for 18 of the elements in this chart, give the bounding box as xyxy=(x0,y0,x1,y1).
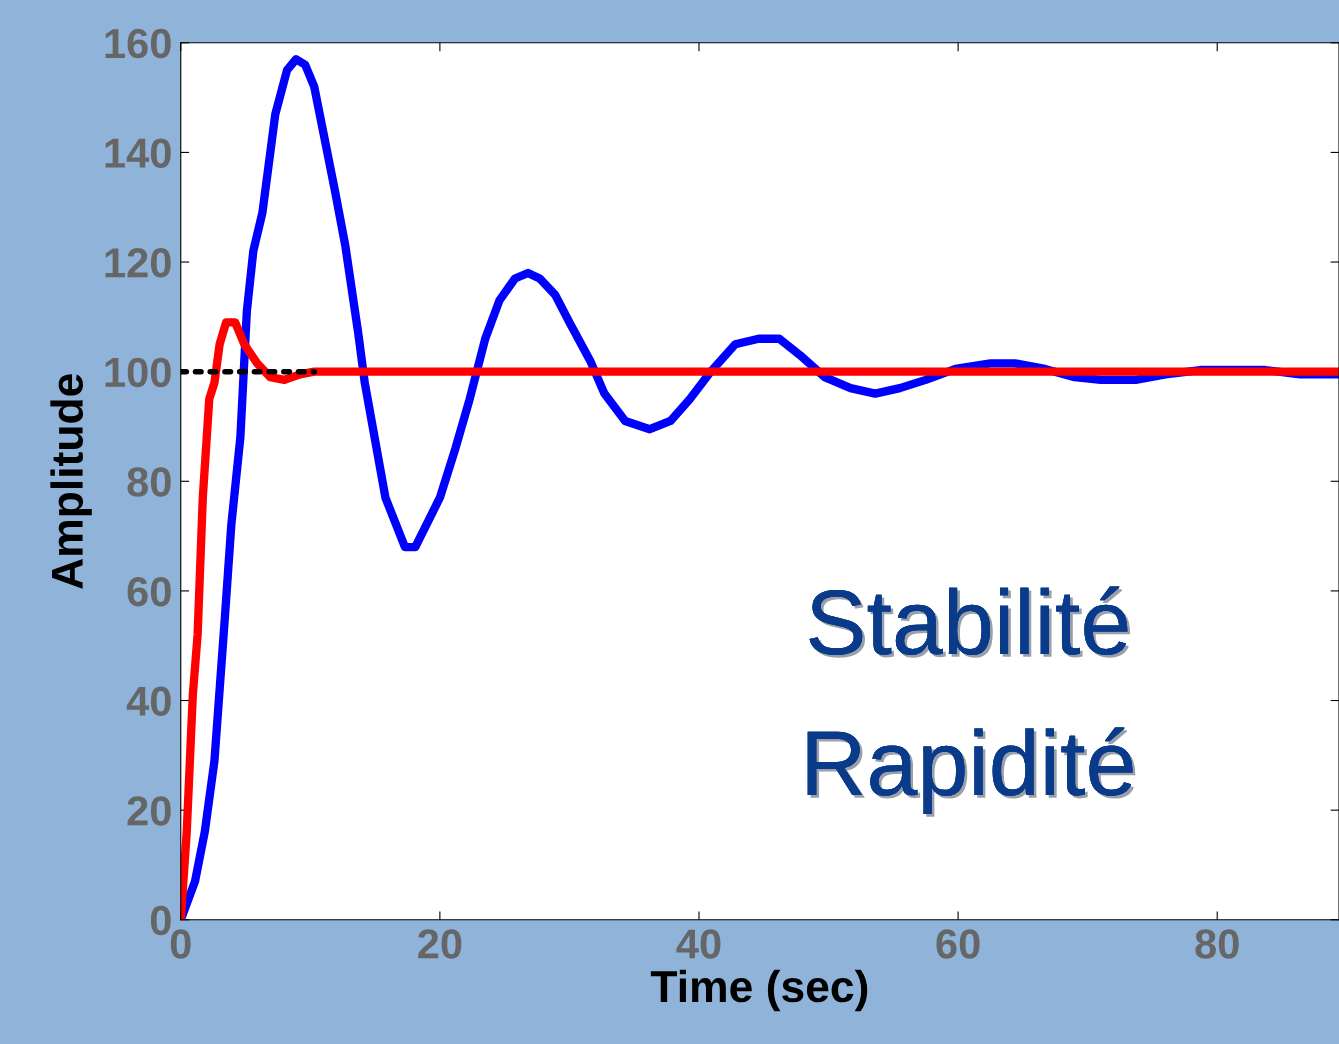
y-tick-label: 0 xyxy=(150,905,171,936)
annotation: Rapidité xyxy=(807,727,1136,817)
x-axis-title: Time (sec) xyxy=(650,969,868,1012)
x-tick-label: 60 xyxy=(936,929,980,959)
y-tick-label: 60 xyxy=(127,576,171,607)
y-tick-label: 40 xyxy=(126,686,171,717)
y-tick-label: 100 xyxy=(105,357,171,388)
y-tick-label: 120 xyxy=(105,248,171,278)
annotation: Stabilité xyxy=(809,586,1131,658)
y-axis-title: Amplitude xyxy=(50,374,92,589)
y-tick-label: 20 xyxy=(127,796,171,826)
x-tick-label: 80 xyxy=(1195,929,1239,959)
x-tick-label: 40 xyxy=(676,929,721,959)
x-tick-label: 0 xyxy=(170,929,191,959)
x-tick-label: 20 xyxy=(418,929,462,959)
y-tick-label: 140 xyxy=(105,138,171,168)
y-tick-label: 80 xyxy=(127,467,171,497)
y-tick-label: 160 xyxy=(105,28,171,59)
